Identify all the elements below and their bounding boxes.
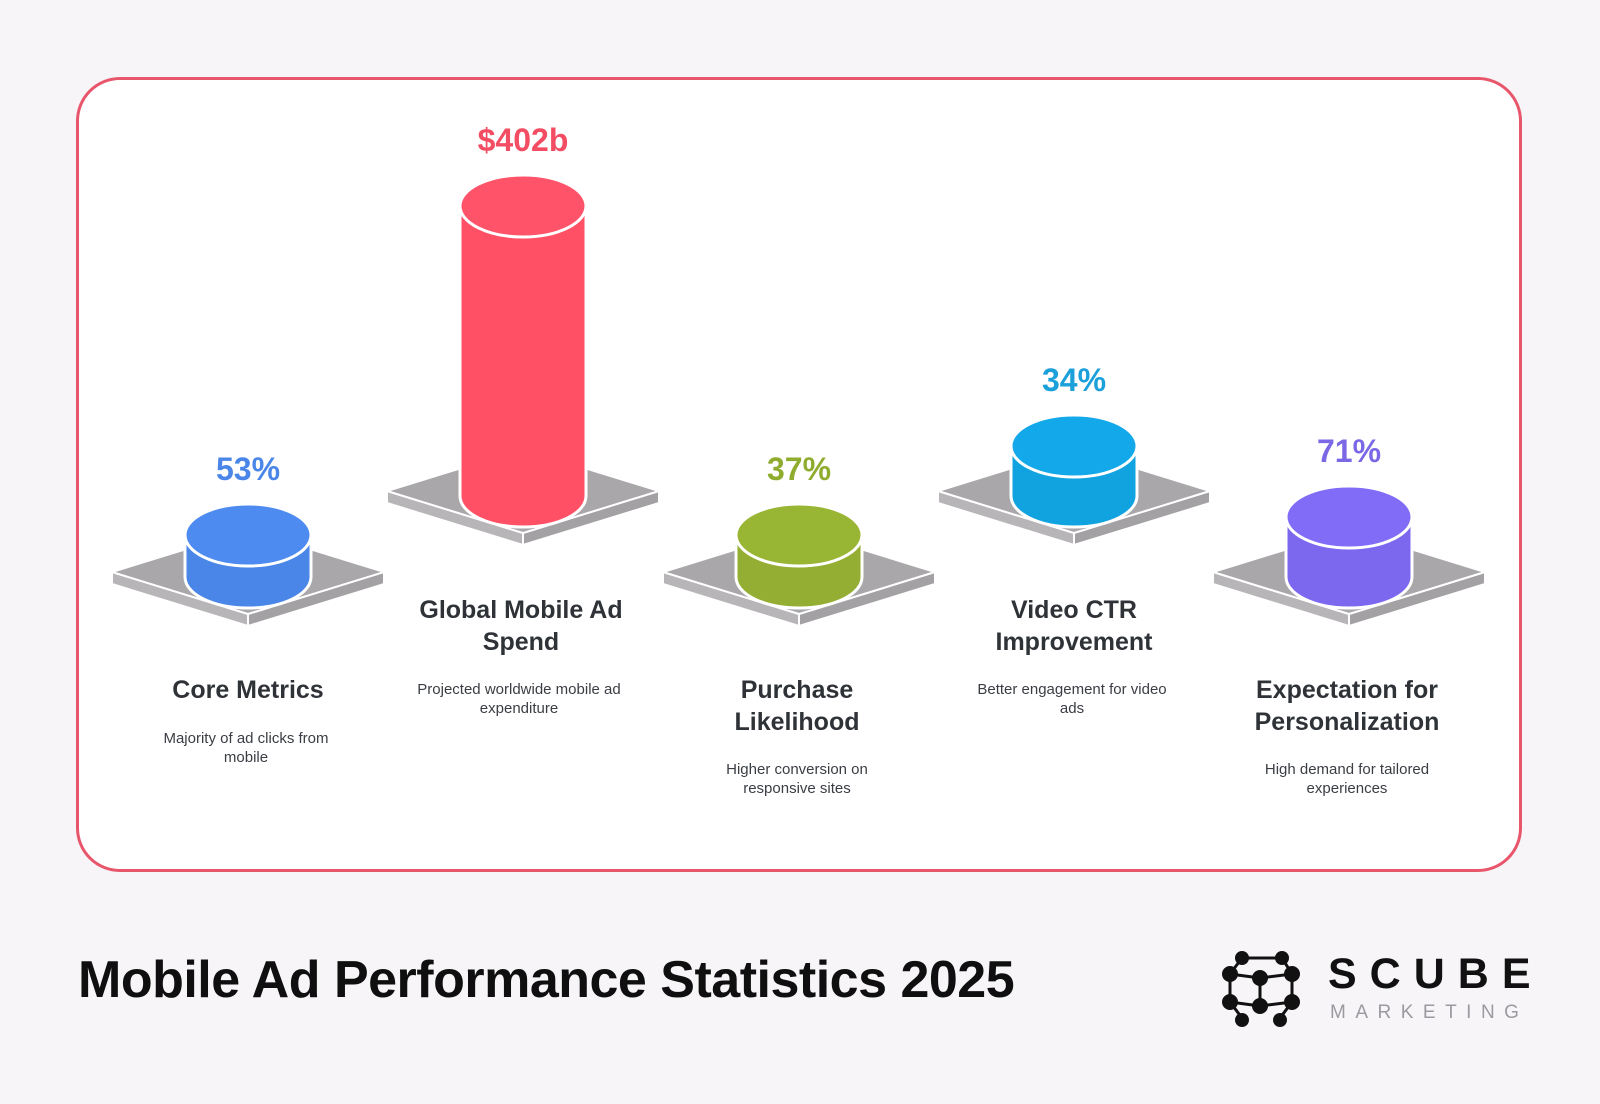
value-label-video-ctr-improvement: 34% (1042, 362, 1106, 398)
brand-subtitle: MARKETING (1330, 1002, 1529, 1023)
molecule-cube-icon (1222, 951, 1300, 1027)
brand-logo: SCUBE MARKETING (1220, 944, 1531, 1034)
column-desc-video-ctr-improvement: Better engagement for video ads (977, 681, 1167, 717)
value-label-purchase-likelihood: 37% (767, 451, 831, 487)
column-title-purchase-likelihood: Purchase Likelihood (734, 676, 860, 736)
column-desc-global-mobile-ad-spend: Projected worldwide mobile ad expenditure (417, 681, 621, 717)
bar-top-global-mobile-ad-spend (458, 173, 588, 239)
chart-card (76, 77, 1522, 872)
bar-top-expectation-for-personalization (1284, 484, 1414, 550)
column-desc-purchase-likelihood: Higher conversion on responsive sites (726, 761, 868, 797)
bar-top-core-metrics (183, 502, 313, 568)
column-title-core-metrics: Core Metrics (172, 676, 324, 704)
column-title-expectation-for-personalization: Expectation for Personalization (1254, 676, 1440, 736)
bar-global-mobile-ad-spend (458, 204, 588, 529)
column-title-video-ctr-improvement: Video CTR Improvement (995, 596, 1153, 656)
page-title: Mobile Ad Performance Statistics 2025 (78, 951, 1015, 1009)
bar-top-purchase-likelihood (734, 502, 864, 568)
value-label-core-metrics: 53% (216, 451, 280, 487)
value-label-expectation-for-personalization: 71% (1317, 433, 1381, 469)
column-title-global-mobile-ad-spend: Global Mobile Ad Spend (419, 596, 623, 656)
column-desc-expectation-for-personalization: High demand for tailored experiences (1264, 761, 1430, 797)
bar-top-video-ctr-improvement (1009, 413, 1139, 479)
value-label-global-mobile-ad-spend: $402b (478, 122, 569, 158)
brand-name: SCUBE (1328, 950, 1544, 998)
column-desc-core-metrics: Majority of ad clicks from mobile (163, 730, 329, 766)
